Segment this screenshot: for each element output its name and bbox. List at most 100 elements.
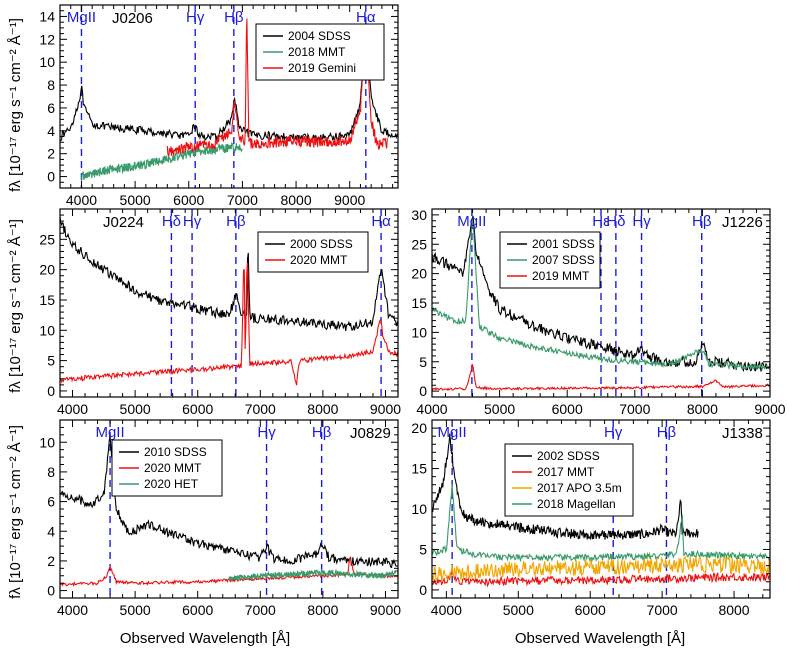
x-tick-label: 7000	[245, 602, 276, 618]
x-tick-label: 6000	[182, 602, 213, 618]
emission-line-label: Hγ	[632, 213, 651, 230]
emission-line-label: MgII	[457, 213, 486, 230]
x-tick-label: 9000	[370, 401, 401, 417]
emission-line-label: Hγ	[186, 9, 205, 26]
y-tick-label: 15	[39, 292, 55, 308]
x-tick-label: 6000	[173, 192, 204, 208]
x-tick-label: 4000	[66, 192, 97, 208]
emission-line-label: Hβ	[312, 424, 332, 441]
y-axis-label-bottom: fλ [10⁻¹⁷ erg s⁻¹ cm⁻² Å⁻¹]	[7, 425, 24, 599]
legend-entry: 2018 Magellan	[537, 497, 616, 511]
spectrum-2020-het	[228, 568, 398, 582]
legend: 2010 SDSS 2020 MMT 2020 HET	[111, 439, 223, 497]
y-tick-label: 30	[411, 207, 427, 223]
legend: 2001 SDSS 2007 SDSS 2019 MMT	[499, 231, 601, 289]
x-tick-label: 4000	[57, 602, 88, 618]
legend-entry: 2007 SDSS	[532, 253, 595, 267]
spectrum-2017-apo-3-5m	[432, 555, 770, 582]
x-axis-label-left: Observed Wavelength [Å]	[120, 630, 290, 647]
legend: 2000 SDSS 2020 MMT	[257, 231, 369, 273]
legend-entry: 2020 MMT	[290, 253, 348, 267]
panel-j0829: 4000 5000 6000 7000 8000 9000 0 2 4 6 8 10 MgII Hγ Hβ J…	[39, 419, 401, 618]
emission-line-label: MgII	[438, 424, 467, 441]
emission-line-label: Hα	[371, 213, 391, 230]
y-tick-label: 8	[47, 77, 55, 93]
y-tick-label: 10	[39, 322, 55, 338]
emission-line-label: Hδ	[162, 213, 181, 230]
x-tick-label: 4000	[57, 401, 88, 417]
x-tick-label: 7000	[619, 401, 650, 417]
y-tick-label: 20	[411, 420, 427, 436]
legend-entry: 2017 APO 3.5m	[537, 481, 622, 495]
emission-line-label: Hβ	[657, 424, 677, 441]
x-tick-label: 8000	[280, 192, 311, 208]
y-tick-label: 0	[47, 583, 55, 599]
x-tick-label: 8000	[307, 602, 338, 618]
x-tick-label: 5000	[503, 602, 534, 618]
y-tick-label: 0	[419, 383, 427, 399]
x-tick-label: 5000	[120, 602, 151, 618]
plot-area	[432, 209, 770, 397]
y-axis-label-top: fλ [10⁻¹⁷ erg s⁻¹ cm⁻² Å⁻¹]	[7, 18, 24, 192]
object-name: J0206	[112, 10, 153, 27]
y-tick-label: 4	[47, 123, 55, 139]
spectrum-2018-mmt	[80, 141, 243, 181]
spectrum-2007-sdss	[432, 218, 770, 372]
x-tick-label: 9000	[370, 602, 401, 618]
y-tick-label: 25	[411, 236, 427, 252]
y-tick-label: 15	[411, 461, 427, 477]
y-tick-label: 14	[39, 8, 55, 24]
y-axis-label-mid: fλ [10⁻¹⁷ erg s⁻¹ cm⁻² Å⁻¹]	[7, 219, 24, 393]
emission-line-label: Hγ	[257, 424, 276, 441]
emission-line-label: MgII	[67, 9, 96, 26]
x-tick-label: 6000	[552, 401, 583, 417]
y-tick-label: 4	[47, 523, 55, 539]
spectrum-2019-mmt	[432, 364, 770, 391]
x-tick-label: 7000	[227, 192, 258, 208]
y-tick-label: 0	[419, 582, 427, 598]
y-tick-label: 5	[419, 541, 427, 557]
panel-j1226: 4000 5000 6000 7000 8000 9000 0 5 10 15 20 25 30 MgII…	[411, 207, 785, 417]
panel-j0206: 4000 5000 6000 7000 8000 9000 0 2 4 6 8 10 12 14 MgII H…	[39, 4, 399, 208]
emission-line-label: Hβ	[226, 213, 246, 230]
x-tick-label: 4000	[431, 602, 462, 618]
object-name: J0829	[350, 425, 391, 442]
spectrum-2018-magellan	[432, 484, 770, 563]
y-tick-label: 20	[411, 266, 427, 282]
x-axis-label-right: Observed Wavelength [Å]	[515, 630, 685, 647]
y-tick-label: 2	[47, 146, 55, 162]
emission-line-label: Hγ	[604, 424, 623, 441]
x-tick-label: 7000	[245, 401, 276, 417]
y-tick-label: 8	[47, 464, 55, 480]
emission-line-label: Hδ	[606, 213, 625, 230]
x-tick-label: 5000	[484, 401, 515, 417]
axes-frame	[59, 208, 399, 398]
spectrum-2010-sdss	[60, 435, 398, 569]
y-tick-label: 5	[47, 353, 55, 369]
x-tick-label: 8000	[687, 401, 718, 417]
legend-entry: 2001 SDSS	[532, 237, 595, 251]
object-name: J1338	[722, 425, 763, 442]
legend-entry: 2020 HET	[144, 477, 199, 491]
legend-entry: 2019 MMT	[532, 269, 590, 283]
plot-area	[432, 420, 770, 598]
legend-entry: 2010 SDSS	[144, 445, 207, 459]
emission-line-label: Hγ	[183, 213, 202, 230]
x-tick-label: 5000	[120, 401, 151, 417]
y-tick-label: 5	[419, 354, 427, 370]
y-tick-label: 0	[47, 383, 55, 399]
spectrum-2000-sdss	[60, 216, 398, 332]
x-tick-label: 8000	[718, 602, 749, 618]
y-tick-label: 10	[39, 54, 55, 70]
emission-line-label: MgII	[95, 424, 124, 441]
legend-entry: 2002 SDSS	[537, 449, 600, 463]
legend-entry: 2000 SDSS	[290, 237, 353, 251]
spectrum-2020-mmt	[60, 262, 398, 386]
emission-line-label: Hβ	[224, 9, 244, 26]
y-tick-label: 15	[411, 295, 427, 311]
x-tick-label: 5000	[120, 192, 151, 208]
panel-j1338: 4000 5000 6000 7000 8000 0 5 10 15 20 MgII Hγ Hβ J133…	[411, 419, 771, 618]
y-tick-label: 2	[47, 553, 55, 569]
plot-area	[60, 420, 398, 598]
